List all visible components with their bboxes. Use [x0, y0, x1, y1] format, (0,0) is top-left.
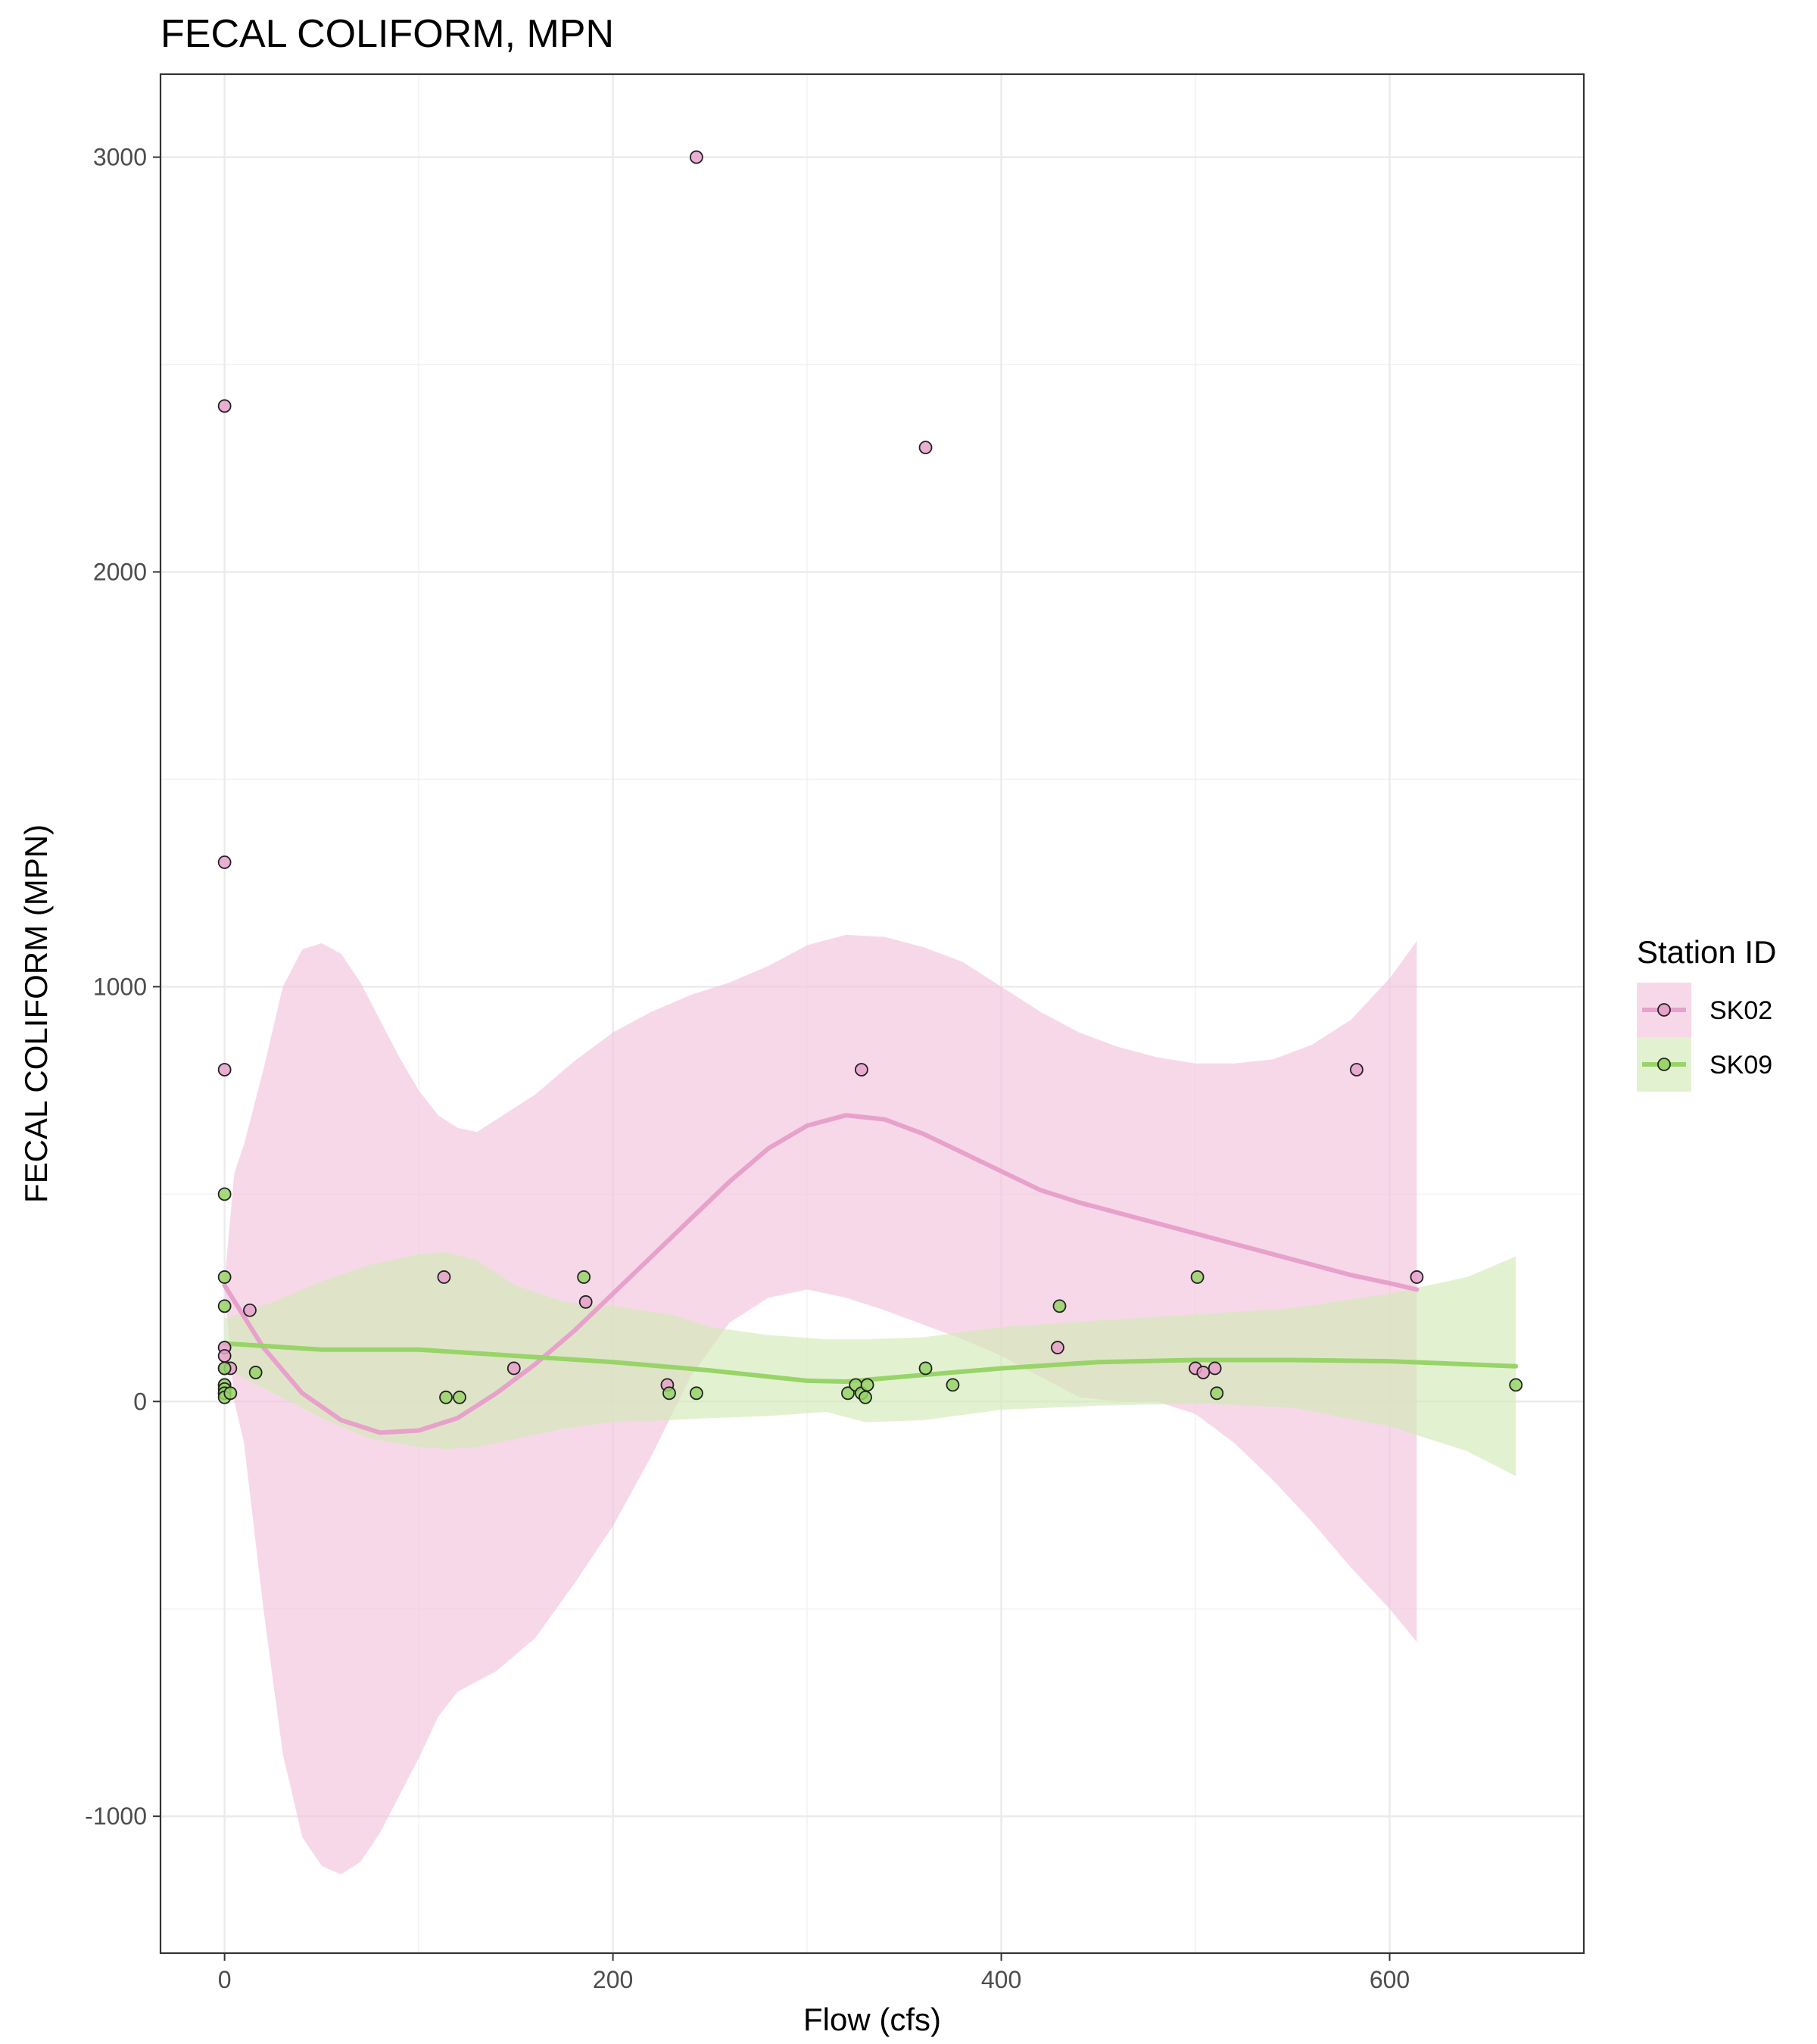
data-point-sk02 [1051, 1341, 1064, 1354]
data-point-sk02 [689, 150, 703, 164]
y-tick-label: 2000 [93, 558, 147, 585]
confidence-band-sk09 [224, 1252, 1516, 1476]
data-point-sk09 [1052, 1299, 1067, 1313]
legend-keys: SK02 SK09 [1637, 983, 1772, 1092]
data-point-sk09 [217, 1187, 232, 1201]
x-tick-label: 0 [218, 1966, 232, 1993]
data-point-sk02 [854, 1063, 868, 1077]
x-tick-label: 200 [593, 1966, 633, 1993]
data-points [217, 150, 1523, 1404]
legend-key-point-sk02 [1657, 1003, 1671, 1017]
data-point-sk09 [217, 1361, 232, 1376]
smooth-line-sk09 [222, 1341, 1519, 1384]
data-point-sk02 [217, 1349, 232, 1363]
x-tick-label: 600 [1370, 1966, 1410, 1993]
data-point-sk02 [217, 399, 232, 413]
data-point-sk09 [1210, 1386, 1224, 1401]
y-tick-label: 0 [133, 1388, 147, 1415]
data-point-sk02 [243, 1303, 257, 1317]
y-tick-label: 1000 [93, 973, 147, 1000]
data-point-sk09 [1190, 1270, 1205, 1284]
data-point-sk09 [662, 1386, 676, 1401]
data-point-sk02 [1196, 1366, 1211, 1379]
y-tick-label: 3000 [93, 144, 147, 171]
y-axis-title: FECAL COLIFORM (MPN) [18, 824, 54, 1203]
data-point-sk09 [453, 1390, 466, 1404]
y-tick-label: -1000 [85, 1803, 147, 1830]
x-axis: 0 200 400 600 [218, 1953, 1410, 1993]
data-point-sk09 [217, 1270, 232, 1284]
data-point-sk02 [217, 1063, 232, 1077]
data-point-sk09 [689, 1386, 703, 1401]
data-point-sk09 [439, 1390, 453, 1404]
data-point-sk09 [1509, 1378, 1523, 1392]
data-point-sk09 [918, 1361, 933, 1376]
data-point-sk09 [860, 1378, 874, 1392]
x-tick-label: 400 [981, 1966, 1021, 1993]
data-point-sk09 [946, 1378, 960, 1392]
x-axis-title: Flow (cfs) [803, 2002, 941, 2037]
data-point-sk02 [1208, 1361, 1222, 1376]
plot-area [159, 73, 1585, 1955]
data-point-sk02 [217, 855, 232, 869]
data-point-sk02 [1350, 1063, 1364, 1077]
data-point-sk09 [841, 1386, 855, 1401]
smooth-line-sk02 [222, 1113, 1420, 1435]
data-point-sk02 [506, 1361, 521, 1376]
confidence-band-sk02 [224, 934, 1417, 1874]
data-point-sk09 [223, 1386, 238, 1401]
y-axis: -1000 0 1000 2000 3000 [85, 144, 161, 1830]
legend: Station ID SK02 SK09 [1637, 934, 1776, 1092]
data-point-sk02 [1410, 1270, 1424, 1284]
data-point-sk02 [437, 1270, 451, 1284]
data-point-sk09 [248, 1366, 263, 1379]
legend-label-sk09: SK09 [1709, 1051, 1772, 1080]
data-point-sk02 [918, 441, 933, 455]
smooth-lines [222, 1113, 1519, 1435]
legend-title: Station ID [1637, 934, 1776, 970]
data-point-sk09 [217, 1299, 232, 1313]
data-point-sk09 [577, 1270, 591, 1284]
legend-label-sk02: SK02 [1709, 996, 1772, 1025]
chart-title: FECAL COLIFORM, MPN [161, 12, 614, 56]
plot-border [159, 73, 1585, 1955]
data-point-sk02 [578, 1295, 593, 1309]
legend-key-point-sk09 [1657, 1058, 1671, 1071]
data-point-sk09 [859, 1390, 872, 1404]
confidence-bands [224, 934, 1516, 1874]
